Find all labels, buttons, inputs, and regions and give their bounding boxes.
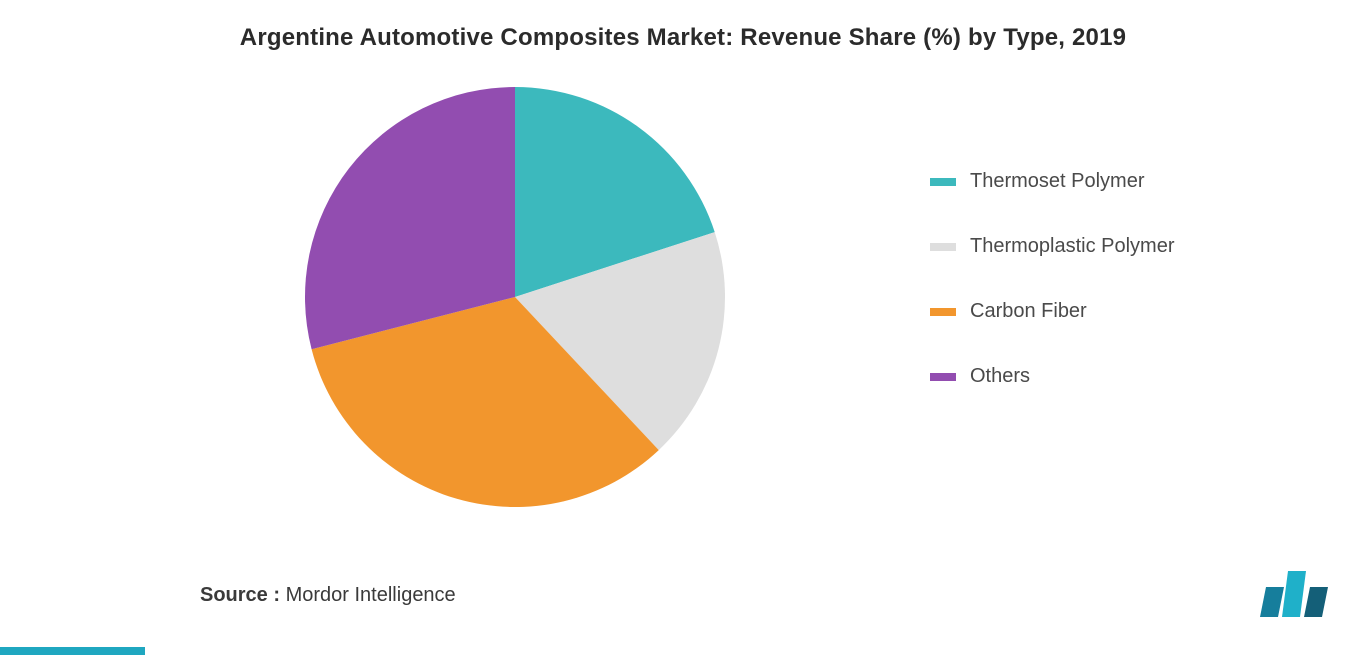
legend-label-0: Thermoset Polymer: [970, 170, 1145, 193]
legend-item-0: Thermoset Polymer: [930, 170, 1175, 193]
source-line: Source : Mordor Intelligence: [200, 584, 456, 607]
chart-title: Argentine Automotive Composites Market: …: [0, 24, 1366, 52]
pie-svg: [300, 82, 730, 512]
legend-swatch-2: [930, 308, 956, 316]
legend-item-3: Others: [930, 365, 1175, 388]
logo-bar-2: [1304, 587, 1328, 617]
legend-label-1: Thermoplastic Polymer: [970, 235, 1175, 258]
brand-logo: [1258, 571, 1328, 619]
logo-bar-0: [1260, 587, 1284, 617]
legend-swatch-0: [930, 178, 956, 186]
legend-item-2: Carbon Fiber: [930, 300, 1175, 323]
logo-icon: [1258, 571, 1328, 619]
accent-bar: [0, 647, 145, 655]
pie-chart: [300, 82, 730, 512]
legend-label-2: Carbon Fiber: [970, 300, 1087, 323]
legend-label-3: Others: [970, 365, 1030, 388]
legend-swatch-3: [930, 373, 956, 381]
legend-swatch-1: [930, 243, 956, 251]
source-label: Source :: [200, 584, 280, 606]
logo-bar-1: [1282, 571, 1306, 617]
source-value: Mordor Intelligence: [286, 584, 456, 606]
legend: Thermoset Polymer Thermoplastic Polymer Ca…: [930, 170, 1175, 388]
legend-item-1: Thermoplastic Polymer: [930, 235, 1175, 258]
